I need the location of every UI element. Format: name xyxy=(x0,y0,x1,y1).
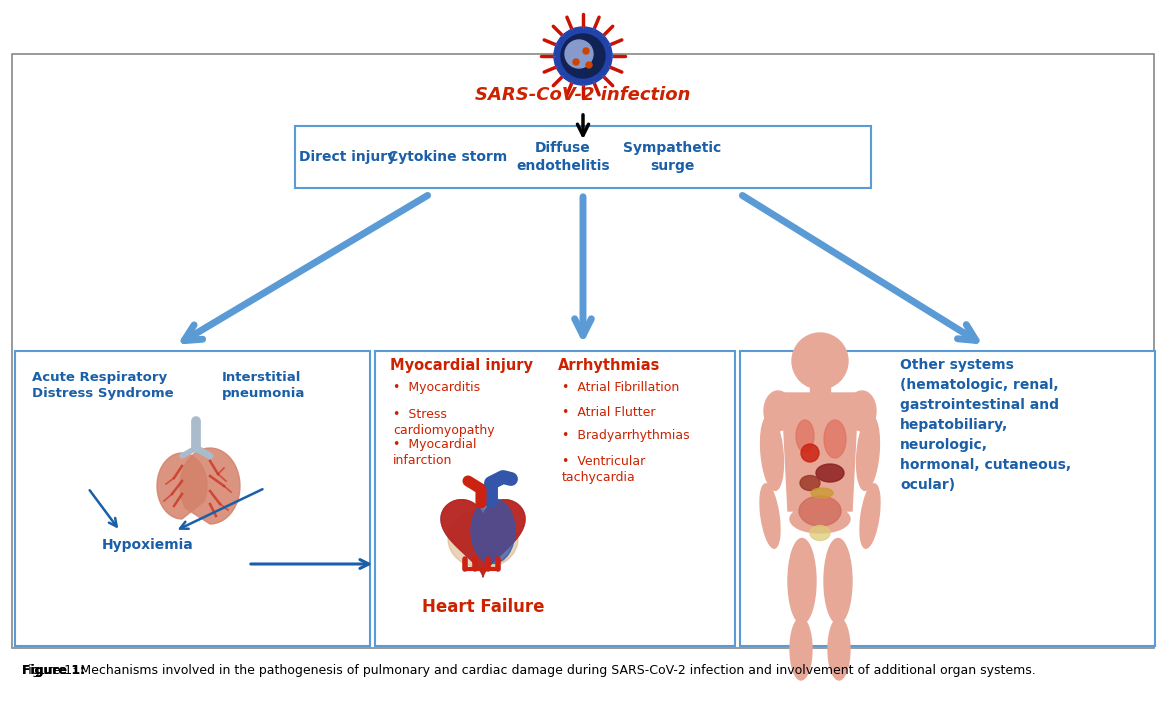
Text: Acute Respiratory
Distress Syndrome: Acute Respiratory Distress Syndrome xyxy=(31,371,174,400)
Text: •  Myocarditis: • Myocarditis xyxy=(393,381,480,394)
Ellipse shape xyxy=(791,505,850,533)
Text: Figure 1:: Figure 1: xyxy=(22,664,85,677)
Ellipse shape xyxy=(791,618,812,680)
Ellipse shape xyxy=(801,444,819,462)
Bar xyxy=(810,361,830,393)
Text: •  Bradyarrhythmias: • Bradyarrhythmias xyxy=(562,429,689,442)
Ellipse shape xyxy=(828,618,850,680)
Text: •  Ventricular
tachycardia: • Ventricular tachycardia xyxy=(562,455,645,484)
Ellipse shape xyxy=(848,391,876,431)
Circle shape xyxy=(573,59,580,65)
Text: •  Atrial Fibrillation: • Atrial Fibrillation xyxy=(562,381,680,394)
Polygon shape xyxy=(157,453,208,519)
Ellipse shape xyxy=(760,484,780,548)
FancyBboxPatch shape xyxy=(375,351,735,646)
Ellipse shape xyxy=(800,475,820,490)
Text: Figure 1:: Figure 1: xyxy=(22,664,85,677)
Text: Figure 1: Mechanisms involved in the pathogenesis of pulmonary and cardiac damag: Figure 1: Mechanisms involved in the pat… xyxy=(22,664,1035,677)
Polygon shape xyxy=(782,393,858,511)
Ellipse shape xyxy=(788,538,816,624)
Ellipse shape xyxy=(764,391,792,431)
Ellipse shape xyxy=(805,507,816,515)
Text: Cytokine storm: Cytokine storm xyxy=(388,150,507,164)
Text: Other systems
(hematologic, renal,
gastrointestinal and
hepatobiliary,
neurologi: Other systems (hematologic, renal, gastr… xyxy=(900,358,1072,493)
Ellipse shape xyxy=(796,420,814,452)
Ellipse shape xyxy=(760,415,784,490)
Text: •  Myocardial
infarction: • Myocardial infarction xyxy=(393,438,477,467)
FancyBboxPatch shape xyxy=(12,54,1154,648)
Text: Sympathetic
surge: Sympathetic surge xyxy=(623,141,721,173)
Circle shape xyxy=(583,48,589,54)
Ellipse shape xyxy=(816,464,844,482)
Circle shape xyxy=(792,333,848,389)
FancyBboxPatch shape xyxy=(740,351,1156,646)
Ellipse shape xyxy=(799,496,841,526)
Text: Diffuse
endothelitis: Diffuse endothelitis xyxy=(517,141,610,173)
Text: Interstitial
pneumonia: Interstitial pneumonia xyxy=(222,371,305,400)
Ellipse shape xyxy=(448,510,518,568)
Polygon shape xyxy=(441,500,525,577)
Text: •  Stress
cardiomyopathy: • Stress cardiomyopathy xyxy=(393,408,494,437)
Ellipse shape xyxy=(471,498,515,563)
Ellipse shape xyxy=(861,484,880,548)
Ellipse shape xyxy=(824,420,847,458)
Text: Arrhythmias: Arrhythmias xyxy=(559,358,660,373)
Text: Myocardial injury: Myocardial injury xyxy=(389,358,533,373)
FancyBboxPatch shape xyxy=(295,126,871,188)
Ellipse shape xyxy=(824,499,836,507)
Ellipse shape xyxy=(857,415,879,490)
FancyBboxPatch shape xyxy=(15,351,370,646)
Text: SARS-CoV-2 infection: SARS-CoV-2 infection xyxy=(476,86,690,104)
Circle shape xyxy=(561,34,605,78)
Ellipse shape xyxy=(810,526,830,541)
Ellipse shape xyxy=(812,488,833,498)
Polygon shape xyxy=(441,500,525,577)
Circle shape xyxy=(566,40,593,68)
Ellipse shape xyxy=(814,503,826,511)
Circle shape xyxy=(554,27,612,85)
Circle shape xyxy=(586,62,592,68)
Ellipse shape xyxy=(824,538,852,624)
Text: Heart Failure: Heart Failure xyxy=(422,598,545,616)
Polygon shape xyxy=(180,448,240,524)
Text: Hypoxiemia: Hypoxiemia xyxy=(103,538,194,552)
Text: •  Atrial Flutter: • Atrial Flutter xyxy=(562,406,655,419)
Text: Direct injury: Direct injury xyxy=(300,150,396,164)
